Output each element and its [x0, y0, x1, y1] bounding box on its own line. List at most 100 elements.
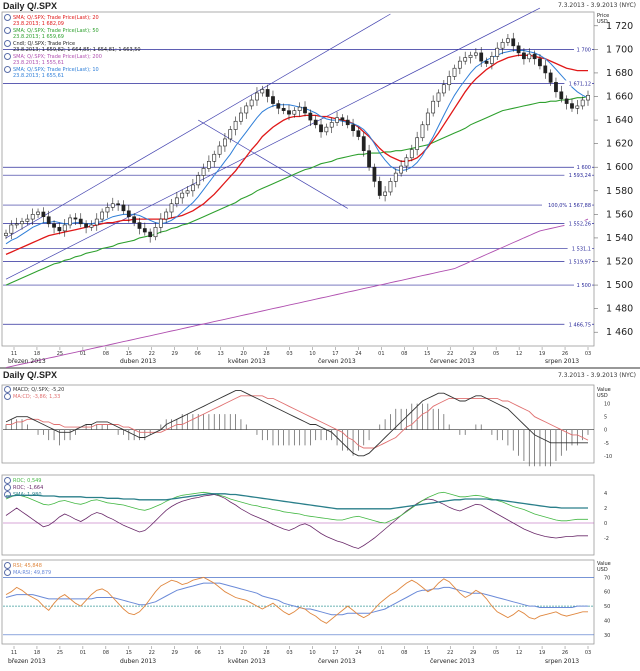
level-label-bg	[564, 321, 592, 328]
macd-axis-label-line1: Value	[597, 387, 611, 393]
level-label: 1 593,24	[569, 173, 591, 179]
legend-item-candle[interactable]: Cndl; Q/.SPX; Trade Price	[4, 40, 141, 47]
indicator-date-tick-label: 22	[447, 650, 453, 656]
legend-icon	[4, 484, 11, 491]
level-label: 1 466,75	[569, 322, 591, 328]
candle-body	[356, 130, 361, 137]
price-date-tick-label: 28	[263, 351, 269, 357]
indicator-panel-title: Daily Q/.SPX	[3, 370, 58, 380]
sma50-line	[5, 95, 589, 286]
candle-body	[52, 223, 56, 228]
legend-item-sma200[interactable]: SMA; Q/.SPX; Trade Price(Last); 200	[4, 53, 141, 60]
roc-legend-text-1: ROC; 0,549	[13, 478, 42, 484]
candle-body	[319, 124, 323, 133]
price-date-tick-label: 18	[34, 351, 40, 357]
price-tick-label: 1 640	[606, 115, 633, 126]
price-tick-label: 1 480	[606, 304, 633, 315]
indicator-date-tick-label: 22	[149, 650, 155, 656]
level-label: 1 671,12	[569, 81, 591, 87]
macd-tick-label: -5	[604, 441, 609, 447]
macd-tick-label: 0	[604, 428, 607, 434]
candle-body	[73, 217, 78, 220]
price-tick-label: 1 460	[606, 327, 633, 338]
rsi-legend-item[interactable]: RSI; 45,848	[4, 562, 51, 569]
macd-legend-item[interactable]: MACD; Q/.SPX; -5,20	[4, 386, 64, 393]
candle-body	[420, 124, 425, 139]
roc-legend-item-2[interactable]: ROC; -1,664	[4, 484, 43, 491]
roc-legend-text-3: SMA; 1,980	[13, 492, 42, 498]
price-month-label: květen 2013	[228, 358, 266, 365]
price-date-tick-label: 03	[585, 351, 591, 357]
legend-icon	[4, 386, 11, 393]
roc-legend-item-1[interactable]: ROC; 0,549	[4, 477, 43, 484]
marsi-legend-text: MA:RSI; 49,879	[13, 570, 52, 576]
price-month-label: březen 2013	[8, 358, 46, 365]
indicator-date-tick-label: 29	[470, 650, 476, 656]
price-date-tick-label: 24	[355, 351, 361, 357]
legend-item-sma50[interactable]: SMA; Q/.SPX; Trade Price(Last); 50	[4, 27, 141, 34]
candle-body	[452, 67, 457, 77]
candle-body	[190, 184, 195, 192]
indicator-month-label: červenec 2013	[430, 658, 475, 665]
candle-body	[367, 150, 371, 168]
candle-body	[479, 52, 484, 62]
price-date-tick-label: 15	[126, 351, 132, 357]
rsi-legend: RSI; 45,848 MA:RSI; 49,879	[4, 562, 51, 576]
price-tick-label: 1 600	[606, 162, 633, 173]
candle-body	[276, 103, 281, 109]
legend-item-sma10[interactable]: SMA; Q/.SPX; Trade Price(Last); 10	[4, 66, 141, 73]
candle-body	[308, 112, 313, 121]
candle-body	[586, 95, 590, 101]
rsi-tick-label: 60	[604, 590, 610, 596]
roc-tick-label: 4	[604, 491, 607, 497]
legend-icon	[4, 569, 11, 576]
indicator-date-tick-label: 28	[263, 650, 269, 656]
candle-body	[441, 84, 446, 94]
rsi-tick-label: 50	[604, 604, 610, 610]
indicator-date-tick-label: 29	[172, 650, 178, 656]
roc-green-line	[5, 491, 588, 524]
indicator-date-tick-label: 15	[126, 650, 132, 656]
candle-body	[265, 89, 270, 97]
candle-body	[126, 210, 131, 218]
candle-body	[345, 119, 350, 126]
candle-body	[431, 100, 436, 114]
marsi-legend-item[interactable]: MA:RSI; 49,879	[4, 569, 51, 576]
roc-tick-label: -2	[604, 536, 609, 542]
level-label-bg	[567, 245, 592, 252]
price-date-tick-label: 05	[493, 351, 499, 357]
candle-body	[46, 216, 51, 225]
trend-channel-line-0	[5, 13, 391, 239]
price-month-label: duben 2013	[120, 358, 156, 365]
macd-plot-frame	[1, 384, 595, 464]
candle-body	[228, 129, 233, 140]
price-tick-label: 1 700	[606, 44, 633, 55]
legend-icon	[4, 66, 11, 73]
level-label-bg	[564, 80, 592, 87]
candle-body	[377, 181, 382, 196]
price-tick-label: 1 540	[606, 233, 633, 244]
legend-item-sma20[interactable]: SMA; Q/.SPX; Trade Price(Last); 20	[4, 14, 141, 21]
macd-axis-label: Value USD	[597, 387, 611, 399]
roc-legend-item-3[interactable]: SMA; 1,980	[4, 491, 43, 498]
candle-body	[201, 168, 206, 176]
indicator-date-tick-label: 13	[217, 650, 223, 656]
price-date-tick-label: 03	[286, 351, 292, 357]
price-month-label: srpen 2013	[545, 358, 579, 365]
price-date-tick-label: 01	[378, 351, 384, 357]
candle-body	[559, 91, 564, 100]
price-date-tick-label: 25	[57, 351, 63, 357]
candle-body	[62, 224, 67, 232]
indicator-date-tick-label: 01	[378, 650, 384, 656]
macd-legend: MACD; Q/.SPX; -5,20 MA:CD; -3,86; 1,33	[4, 386, 64, 400]
indicator-date-tick-label: 05	[493, 650, 499, 656]
price-tick-label: 1 580	[606, 186, 633, 197]
macd-signal-legend-item[interactable]: MA:CD; -3,86; 1,33	[4, 393, 64, 400]
macd-line	[5, 390, 588, 457]
price-date-tick-label: 20	[240, 351, 246, 357]
candle-body	[169, 203, 174, 213]
candle-body	[361, 136, 366, 152]
indicator-date-tick-label: 12	[516, 650, 522, 656]
indicator-month-label: květen 2013	[228, 658, 266, 665]
price-date-tick-label: 08	[401, 351, 407, 357]
